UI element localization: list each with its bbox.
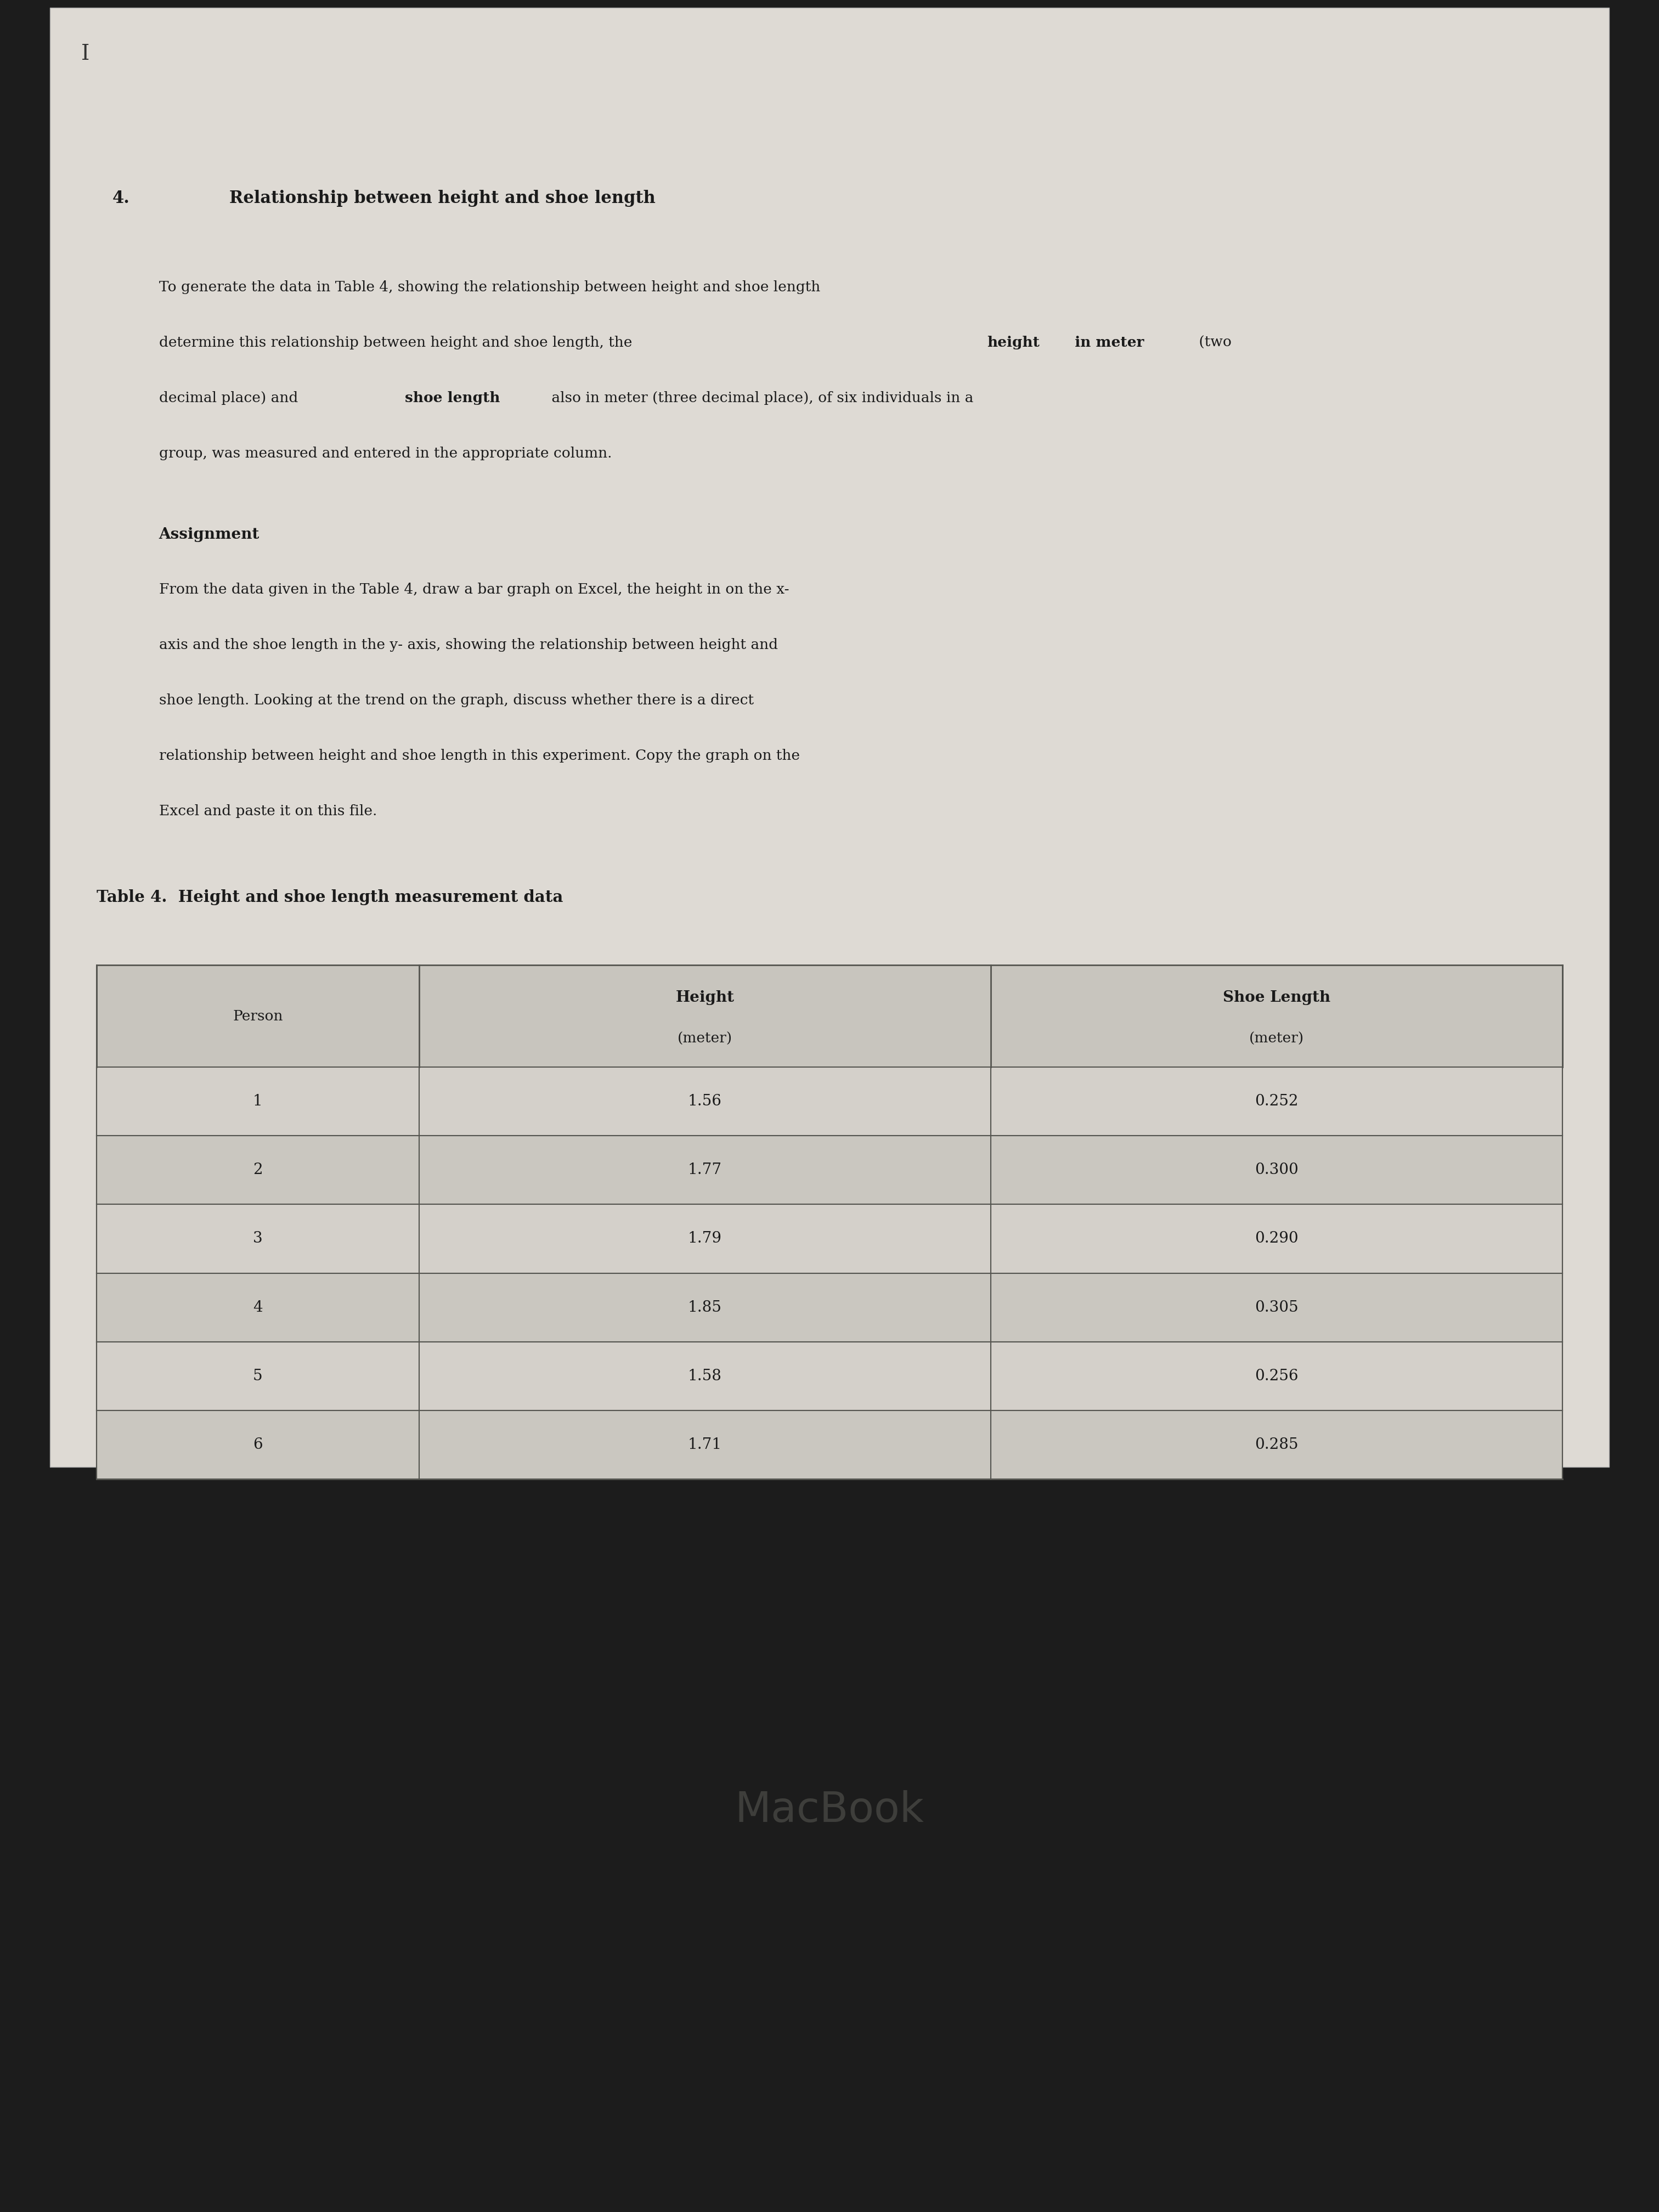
Text: 2: 2 [252,1164,262,1177]
Text: (meter): (meter) [677,1031,732,1046]
Text: 6: 6 [252,1438,262,1451]
Text: shoe length: shoe length [405,392,499,405]
Text: (meter): (meter) [1249,1031,1304,1046]
Bar [96,1343,1563,1411]
Text: 0.305: 0.305 [1254,1301,1299,1314]
Text: 1.58: 1.58 [688,1369,722,1383]
Text: Shoe Length: Shoe Length [1223,991,1331,1004]
Text: 4.: 4. [113,190,129,208]
Text: 0.252: 0.252 [1254,1095,1299,1108]
Text: relationship between height and shoe length in this experiment. Copy the graph o: relationship between height and shoe len… [159,750,800,763]
Text: 0.290: 0.290 [1254,1232,1299,1245]
Text: group, was measured and entered in the appropriate column.: group, was measured and entered in the a… [159,447,612,460]
Text: 4: 4 [252,1301,262,1314]
Text: (two: (two [1194,336,1231,349]
Text: 1.56: 1.56 [688,1095,722,1108]
Text: Excel and paste it on this file.: Excel and paste it on this file. [159,805,377,818]
Text: in meter: in meter [1065,336,1145,349]
Text: shoe length. Looking at the trend on the graph, discuss whether there is a direc: shoe length. Looking at the trend on the… [159,695,753,708]
Bar [96,1274,1563,1343]
Text: 0.256: 0.256 [1254,1369,1299,1383]
Text: decimal place) and: decimal place) and [159,392,302,405]
Text: axis and the shoe length in the y- axis, showing the relationship between height: axis and the shoe length in the y- axis,… [159,637,778,653]
Bar [96,1206,1563,1274]
Text: Assignment: Assignment [159,526,259,542]
Text: 3: 3 [252,1232,262,1245]
Text: 1.71: 1.71 [688,1438,722,1451]
Text: also in meter (three decimal place), of six individuals in a: also in meter (three decimal place), of … [547,392,974,405]
Text: 0.300: 0.300 [1254,1164,1299,1177]
Text: Person: Person [232,1009,284,1022]
Text: 1: 1 [252,1095,262,1108]
Text: Height: Height [675,991,735,1004]
Bar [96,964,1563,1066]
Bar [96,1411,1563,1480]
Text: To generate the data in Table 4, showing the relationship between height and sho: To generate the data in Table 4, showing… [159,281,820,294]
Bar [96,1066,1563,1135]
Text: I: I [81,44,90,64]
Text: 1.85: 1.85 [688,1301,722,1314]
Bar [96,1135,1563,1206]
Text: 1.77: 1.77 [688,1164,722,1177]
Text: 1.79: 1.79 [688,1232,722,1245]
Text: 5: 5 [252,1369,262,1383]
Text: MacBook: MacBook [735,1790,924,1832]
Text: 0.285: 0.285 [1254,1438,1299,1451]
Text: determine this relationship between height and shoe length, the: determine this relationship between heig… [159,336,637,349]
Text: Table 4.  Height and shoe length measurement data: Table 4. Height and shoe length measurem… [96,889,562,905]
Text: height: height [987,336,1040,349]
Text: From the data given in the Table 4, draw a bar graph on Excel, the height in on : From the data given in the Table 4, draw… [159,582,790,597]
Text: Relationship between height and shoe length: Relationship between height and shoe len… [229,190,655,208]
